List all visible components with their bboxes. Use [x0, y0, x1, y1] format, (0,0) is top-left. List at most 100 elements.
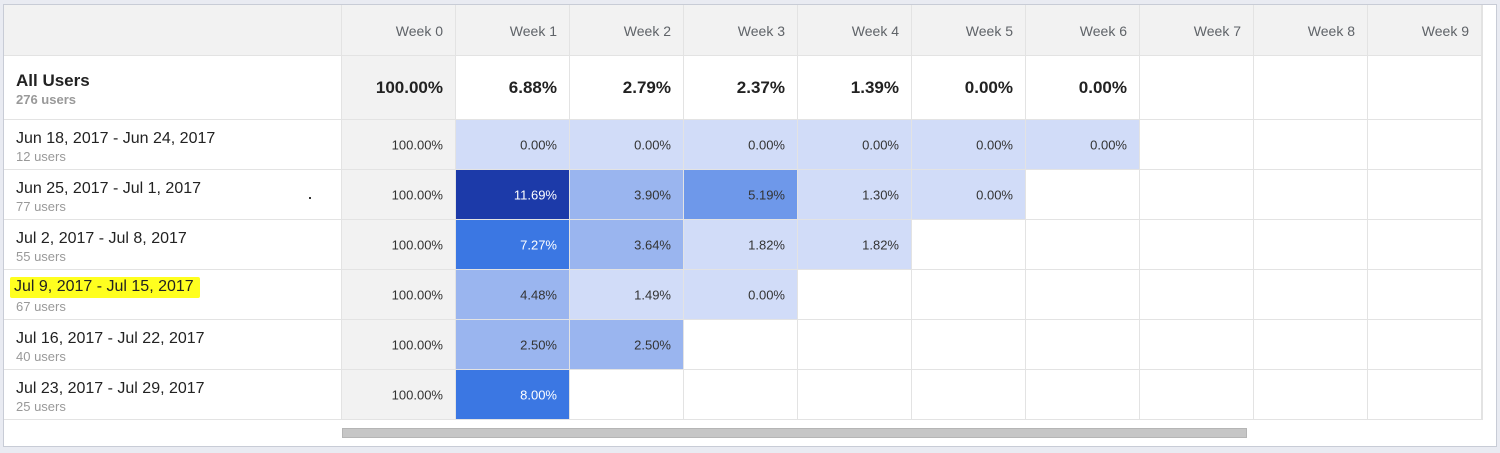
retention-value: 5.19%: [748, 187, 785, 202]
retention-value: 0.00%: [976, 137, 1013, 152]
retention-cell-week-1: 0.00%: [456, 120, 570, 169]
retention-cell-week-2: 3.90%: [570, 170, 684, 219]
cohort-date-range: Jun 18, 2017 - Jun 24, 2017: [16, 130, 215, 148]
cohort-analysis-table: Week 0 Week 1 Week 2 Week 3 Week 4 Week 5 Week…: [3, 4, 1497, 447]
cohort-user-count: 40 users: [16, 349, 66, 364]
retention-cell-week-0: 100.00%: [342, 270, 456, 319]
cohort-label-cell: Jul 16, 2017 - Jul 22, 2017 40 users: [4, 320, 342, 369]
retention-cell-week-2: 2.50%: [570, 320, 684, 369]
cohort-date-range: Jun 25, 2017 - Jul 1, 2017: [16, 180, 201, 198]
retention-value: 100.00%: [391, 137, 443, 152]
retention-cell-week-0: 100.00%: [342, 320, 456, 369]
cohort-label-cell: Jul 23, 2017 - Jul 29, 2017 25 users: [4, 370, 342, 419]
cohort-row: Jul 16, 2017 - Jul 22, 2017 40 users 100.0…: [4, 320, 1482, 370]
retention-value: 11.69%: [513, 187, 557, 202]
retention-cell-week-9: [1368, 120, 1482, 169]
column-header-label: Week 6: [1079, 23, 1127, 39]
retention-cell-week-0: 100.00%: [342, 170, 456, 219]
column-header-label: Week 4: [851, 23, 899, 39]
column-header-week-1: Week 1: [456, 5, 570, 55]
header-row: Week 0 Week 1 Week 2 Week 3 Week 4 Week 5 Week…: [4, 5, 1482, 56]
column-header-label: Week 5: [965, 23, 1013, 39]
retention-cell-week-5: [912, 370, 1026, 419]
retention-cell-week-7: [1140, 220, 1254, 269]
cohort-label-cell: Jul 9, 2017 - Jul 15, 2017 67 users: [4, 270, 342, 319]
retention-cell-week-3: 5.19%: [684, 170, 798, 219]
summary-cell-week-8: [1254, 56, 1368, 119]
retention-value: 4.48%: [520, 287, 557, 302]
retention-cell-week-3: 0.00%: [684, 270, 798, 319]
summary-value: 100.00%: [375, 77, 443, 97]
summary-cell-week-7: [1140, 56, 1254, 119]
retention-cell-week-8: [1254, 120, 1368, 169]
retention-cell-week-2: [570, 370, 684, 419]
retention-cell-week-4: [798, 320, 912, 369]
retention-cell-week-0: 100.00%: [342, 220, 456, 269]
stray-dot: [309, 197, 311, 199]
cohort-row: Jun 25, 2017 - Jul 1, 2017 77 users 100.00…: [4, 170, 1482, 220]
retention-cell-week-5: 0.00%: [912, 120, 1026, 169]
retention-value: 1.82%: [862, 237, 899, 252]
cohort-date-text: Jul 16, 2017 - Jul 22, 2017: [16, 330, 205, 347]
summary-cell-week-4: 1.39%: [798, 56, 912, 119]
retention-cell-week-6: [1026, 170, 1140, 219]
column-header-label: Week 1: [509, 23, 557, 39]
retention-cell-week-5: [912, 270, 1026, 319]
retention-value: 7.27%: [520, 237, 557, 252]
retention-cell-week-4: [798, 270, 912, 319]
all-users-count: 276 users: [16, 92, 76, 107]
retention-cell-week-2: 1.49%: [570, 270, 684, 319]
cohort-date-range: Jul 16, 2017 - Jul 22, 2017: [16, 330, 205, 348]
column-header-label: Week 8: [1307, 23, 1355, 39]
retention-value: 0.00%: [748, 137, 785, 152]
retention-value: 2.50%: [634, 337, 671, 352]
retention-cell-week-8: [1254, 370, 1368, 419]
retention-value: 0.00%: [862, 137, 899, 152]
retention-cell-week-8: [1254, 220, 1368, 269]
column-header-week-9: Week 9: [1368, 5, 1482, 55]
summary-value: 2.79%: [622, 77, 671, 97]
summary-value: 0.00%: [1078, 77, 1127, 97]
cohort-user-count: 77 users: [16, 199, 66, 214]
column-header-week-7: Week 7: [1140, 5, 1254, 55]
cohort-user-count: 12 users: [16, 149, 66, 164]
horizontal-scrollbar[interactable]: [342, 428, 1247, 438]
column-header-week-6: Week 6: [1026, 5, 1140, 55]
column-header-label: Week 0: [395, 23, 443, 39]
summary-cell-week-1: 6.88%: [456, 56, 570, 119]
summary-cell-week-6: 0.00%: [1026, 56, 1140, 119]
retention-cell-week-4: 1.82%: [798, 220, 912, 269]
retention-value: 1.82%: [748, 237, 785, 252]
retention-cell-week-1: 8.00%: [456, 370, 570, 419]
retention-cell-week-8: [1254, 320, 1368, 369]
summary-cell-week-2: 2.79%: [570, 56, 684, 119]
retention-value: 100.00%: [391, 337, 443, 352]
retention-cell-week-1: 2.50%: [456, 320, 570, 369]
retention-cell-week-7: [1140, 120, 1254, 169]
cohort-date-range: Jul 2, 2017 - Jul 8, 2017: [16, 230, 187, 248]
cohort-date-text: Jun 18, 2017 - Jun 24, 2017: [16, 130, 216, 147]
retention-cell-week-9: [1368, 370, 1482, 419]
retention-cell-week-5: [912, 220, 1026, 269]
cohort-date-text: Jun 25, 2017 - Jul 1, 2017: [16, 180, 202, 197]
summary-value: 6.88%: [508, 77, 557, 97]
retention-value: 3.90%: [634, 187, 671, 202]
retention-cell-week-0: 100.00%: [342, 120, 456, 169]
retention-cell-week-6: [1026, 220, 1140, 269]
retention-value: 0.00%: [748, 287, 785, 302]
cohort-label-cell: Jun 18, 2017 - Jun 24, 2017 12 users: [4, 120, 342, 169]
cohort-user-count: 25 users: [16, 399, 66, 414]
retention-cell-week-9: [1368, 220, 1482, 269]
retention-value: 100.00%: [391, 387, 443, 402]
column-header-label: Week 7: [1193, 23, 1241, 39]
retention-cell-week-9: [1368, 320, 1482, 369]
retention-cell-week-9: [1368, 170, 1482, 219]
retention-value: 1.30%: [862, 187, 899, 202]
retention-cell-week-4: [798, 370, 912, 419]
retention-value: 100.00%: [391, 287, 443, 302]
retention-cell-week-6: [1026, 270, 1140, 319]
retention-cell-week-2: 3.64%: [570, 220, 684, 269]
summary-cell-week-5: 0.00%: [912, 56, 1026, 119]
cohort-date-text: Jul 9, 2017 - Jul 15, 2017: [10, 277, 200, 298]
retention-cell-week-2: 0.00%: [570, 120, 684, 169]
